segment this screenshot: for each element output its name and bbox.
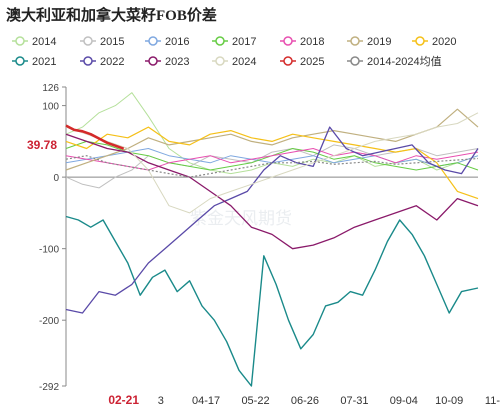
legend-label: 2014-2024均值 xyxy=(367,55,442,68)
legend-item[interactable]: 2019 xyxy=(347,36,391,48)
series-line-2024 xyxy=(65,112,479,214)
legend-item[interactable]: 2014-2024均值 xyxy=(347,55,442,68)
legend-item[interactable]: 2024 xyxy=(212,56,256,68)
legend-label: 2014 xyxy=(32,36,56,48)
legend-label: 2016 xyxy=(165,36,189,48)
series-line-2019 xyxy=(65,108,479,171)
legend-item[interactable]: 2014 xyxy=(12,36,56,48)
y-tick-label: -200 xyxy=(39,316,59,327)
x-tick-label: 10-09 xyxy=(435,395,463,407)
legend-item[interactable]: 2020 xyxy=(412,36,456,48)
y-tick-label: -100 xyxy=(39,245,59,256)
legend: 2014 2015 2016 2017 2018 2019 2020 2021 2022 2023… xyxy=(12,36,456,68)
legend-swatch-marker xyxy=(15,36,25,46)
legend-label: 2025 xyxy=(300,56,324,68)
legend-item[interactable]: 2023 xyxy=(145,56,189,68)
x-tick-label: 07-31 xyxy=(340,395,368,407)
legend-swatch-marker xyxy=(215,36,225,46)
legend-item[interactable]: 2016 xyxy=(145,36,189,48)
x-tick-label: 06-26 xyxy=(291,395,319,407)
legend-swatch-marker xyxy=(415,36,425,46)
legend-item[interactable]: 2018 xyxy=(280,36,324,48)
legend-label: 2017 xyxy=(232,36,256,48)
legend-swatch-marker xyxy=(83,36,93,46)
legend-item[interactable]: 2022 xyxy=(80,56,124,68)
watermark: 紫金天风期货 xyxy=(190,209,292,229)
legend-swatch-marker xyxy=(83,56,93,66)
legend-label: 2020 xyxy=(432,36,456,48)
x-tick-label: 05-22 xyxy=(241,395,269,407)
legend-label: 2018 xyxy=(300,36,324,48)
series-line-2021 xyxy=(65,215,479,387)
plot-area xyxy=(65,92,479,387)
y-tick-label: 0 xyxy=(53,173,59,184)
series-line-2014-2024均值 xyxy=(65,155,479,178)
legend-item[interactable]: 2025 xyxy=(280,56,324,68)
legend-label: 2019 xyxy=(367,36,391,48)
legend-swatch-marker xyxy=(283,36,293,46)
legend-label: 2024 xyxy=(232,56,256,68)
legend-swatch-marker xyxy=(283,56,293,66)
legend-swatch-marker xyxy=(350,56,360,66)
x-tick-label: 3 xyxy=(158,395,164,407)
legend-swatch-marker xyxy=(215,56,225,66)
axes: 126 100 0 -100 -200 -292 xyxy=(39,83,478,393)
series-line-2018 xyxy=(65,148,479,171)
legend-swatch-marker xyxy=(148,36,158,46)
legend-label: 2015 xyxy=(100,36,124,48)
y-tick-label: 126 xyxy=(42,83,59,94)
y-tick-label: 100 xyxy=(42,102,59,113)
legend-item[interactable]: 2015 xyxy=(80,36,124,48)
current-value-label: 39.78 xyxy=(27,138,57,152)
series-line-2014 xyxy=(65,92,479,175)
legend-label: 2023 xyxy=(165,56,189,68)
chart-title: 澳大利亚和加拿大菜籽FOB价差 xyxy=(6,8,217,24)
legend-label: 2021 xyxy=(32,56,56,68)
series-line-2025 xyxy=(65,124,125,150)
x-tick-label: 04-17 xyxy=(192,395,220,407)
x-tick-label: 11-13 xyxy=(485,395,500,407)
legend-item[interactable]: 2021 xyxy=(12,56,56,68)
series-line-2016 xyxy=(65,148,479,167)
legend-label: 2022 xyxy=(100,56,124,68)
legend-swatch-marker xyxy=(350,36,360,46)
series-line-2023 xyxy=(65,133,479,250)
x-tick-label: 09-04 xyxy=(390,395,418,407)
y-tick-label: -292 xyxy=(39,382,59,393)
legend-item[interactable]: 2017 xyxy=(212,36,256,48)
series-line-2020 xyxy=(65,126,479,200)
x-axis-ticks: 02-21 3 04-17 05-22 06-26 07-31 09-04 10-09 11-1… xyxy=(108,393,500,407)
legend-swatch-marker xyxy=(148,56,158,66)
x-tick-label: 02-21 xyxy=(108,393,139,407)
legend-swatch-marker xyxy=(15,56,25,66)
